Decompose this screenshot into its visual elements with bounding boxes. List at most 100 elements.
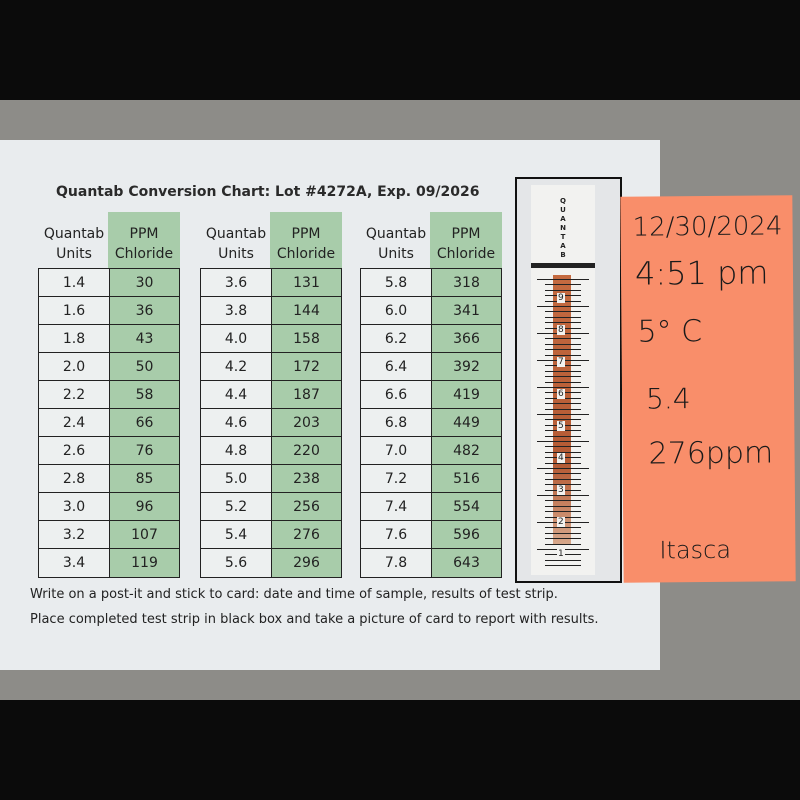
scale-number: 3	[557, 485, 565, 495]
scale-tick	[545, 435, 581, 437]
units-cell: 3.6	[201, 269, 272, 296]
table-row: 1.4 30	[39, 269, 179, 297]
ppm-cell: 296	[272, 549, 341, 577]
scale-tick	[545, 419, 581, 421]
units-cell: 1.4	[39, 269, 110, 296]
ppm-cell: 203	[272, 409, 341, 436]
header-units: Quantab Units	[43, 226, 105, 262]
scale-tick	[537, 414, 589, 415]
table-row: 5.4 276	[201, 521, 341, 549]
scale-tick	[545, 532, 581, 534]
units-cell: 5.8	[361, 269, 432, 296]
strip-color-column	[553, 275, 571, 545]
table-row: 4.6 203	[201, 409, 341, 437]
scale-tick	[545, 343, 581, 345]
units-cell: 7.6	[361, 521, 432, 548]
ppm-cell: 392	[432, 353, 501, 380]
ppm-cell: 643	[432, 549, 501, 577]
scale-number: 8	[557, 325, 565, 335]
scale-tick	[537, 306, 589, 307]
ppm-cell: 96	[110, 493, 179, 520]
scale-number: 1	[557, 549, 565, 559]
units-cell: 4.2	[201, 353, 272, 380]
note-ppm: 276ppm	[648, 435, 774, 472]
scale-tick	[545, 451, 581, 453]
ppm-cell: 276	[272, 521, 341, 548]
table-row: 4.0 158	[201, 325, 341, 353]
scale-tick	[537, 495, 589, 496]
units-cell: 7.0	[361, 437, 432, 464]
scale-tick	[545, 500, 581, 502]
ppm-cell: 66	[110, 409, 179, 436]
units-cell: 7.8	[361, 549, 432, 577]
scale-number: 6	[557, 389, 565, 399]
scale-number: 4	[557, 453, 565, 463]
instruction-line-2: Place completed test strip in black box …	[30, 612, 599, 627]
table-row: 3.4 119	[39, 549, 179, 577]
scale-tick	[545, 289, 581, 291]
note-date: 12/30/2024	[632, 211, 783, 243]
ppm-cell: 366	[432, 325, 501, 352]
units-cell: 2.6	[39, 437, 110, 464]
table-row: 1.8 43	[39, 325, 179, 353]
units-cell: 1.6	[39, 297, 110, 324]
units-cell: 5.2	[201, 493, 272, 520]
units-cell: 3.0	[39, 493, 110, 520]
ppm-cell: 419	[432, 381, 501, 408]
note-time: 4:51 pm	[634, 253, 769, 293]
scale-tick	[545, 408, 581, 410]
ppm-cell: 318	[432, 269, 501, 296]
ppm-cell: 58	[110, 381, 179, 408]
table-row: 2.0 50	[39, 353, 179, 381]
ppm-cell: 516	[432, 465, 501, 492]
ppm-cell: 449	[432, 409, 501, 436]
units-cell: 5.6	[201, 549, 272, 577]
scale-tick	[545, 527, 581, 529]
units-cell: 5.4	[201, 521, 272, 548]
scale-tick	[545, 370, 581, 372]
ppm-cell: 85	[110, 465, 179, 492]
table-row: 7.8 643	[361, 549, 501, 577]
scale-tick	[545, 462, 581, 464]
table-row: 6.8 449	[361, 409, 501, 437]
table-row: 3.0 96	[39, 493, 179, 521]
scale-tick	[545, 284, 581, 286]
scale-tick	[545, 376, 581, 378]
units-cell: 3.4	[39, 549, 110, 577]
scale-number: 2	[557, 517, 565, 527]
ppm-cell: 482	[432, 437, 501, 464]
table-row: 5.0 238	[201, 465, 341, 493]
scale-tick	[545, 511, 581, 513]
post-it-note: 12/30/2024 4:51 pm 5° C 5.4 276ppm Itasc…	[620, 195, 796, 583]
table-row: 3.2 107	[39, 521, 179, 549]
ppm-cell: 43	[110, 325, 179, 352]
ppm-cell: 220	[272, 437, 341, 464]
header-ppm: PPM Chloride	[270, 212, 342, 268]
table-row: 1.6 36	[39, 297, 179, 325]
scale-tick	[545, 505, 581, 507]
table-row: 7.0 482	[361, 437, 501, 465]
ppm-cell: 144	[272, 297, 341, 324]
scale-tick	[537, 468, 589, 469]
table-row: 2.8 85	[39, 465, 179, 493]
table-row: 7.4 554	[361, 493, 501, 521]
ppm-cell: 596	[432, 521, 501, 548]
units-cell: 6.6	[361, 381, 432, 408]
units-cell: 1.8	[39, 325, 110, 352]
ppm-cell: 119	[110, 549, 179, 577]
table-row: 5.6 296	[201, 549, 341, 577]
ppm-cell: 131	[272, 269, 341, 296]
units-cell: 4.6	[201, 409, 272, 436]
units-cell: 4.0	[201, 325, 272, 352]
scale-tick	[545, 403, 581, 405]
scale-tick	[545, 538, 581, 540]
units-cell: 5.0	[201, 465, 272, 492]
scale-number: 7	[557, 357, 565, 367]
ppm-cell: 554	[432, 493, 501, 520]
table-row: 2.4 66	[39, 409, 179, 437]
scale-tick	[545, 543, 581, 545]
ppm-cell: 341	[432, 297, 501, 324]
scale-tick	[545, 322, 581, 324]
scale-tick	[545, 484, 581, 486]
